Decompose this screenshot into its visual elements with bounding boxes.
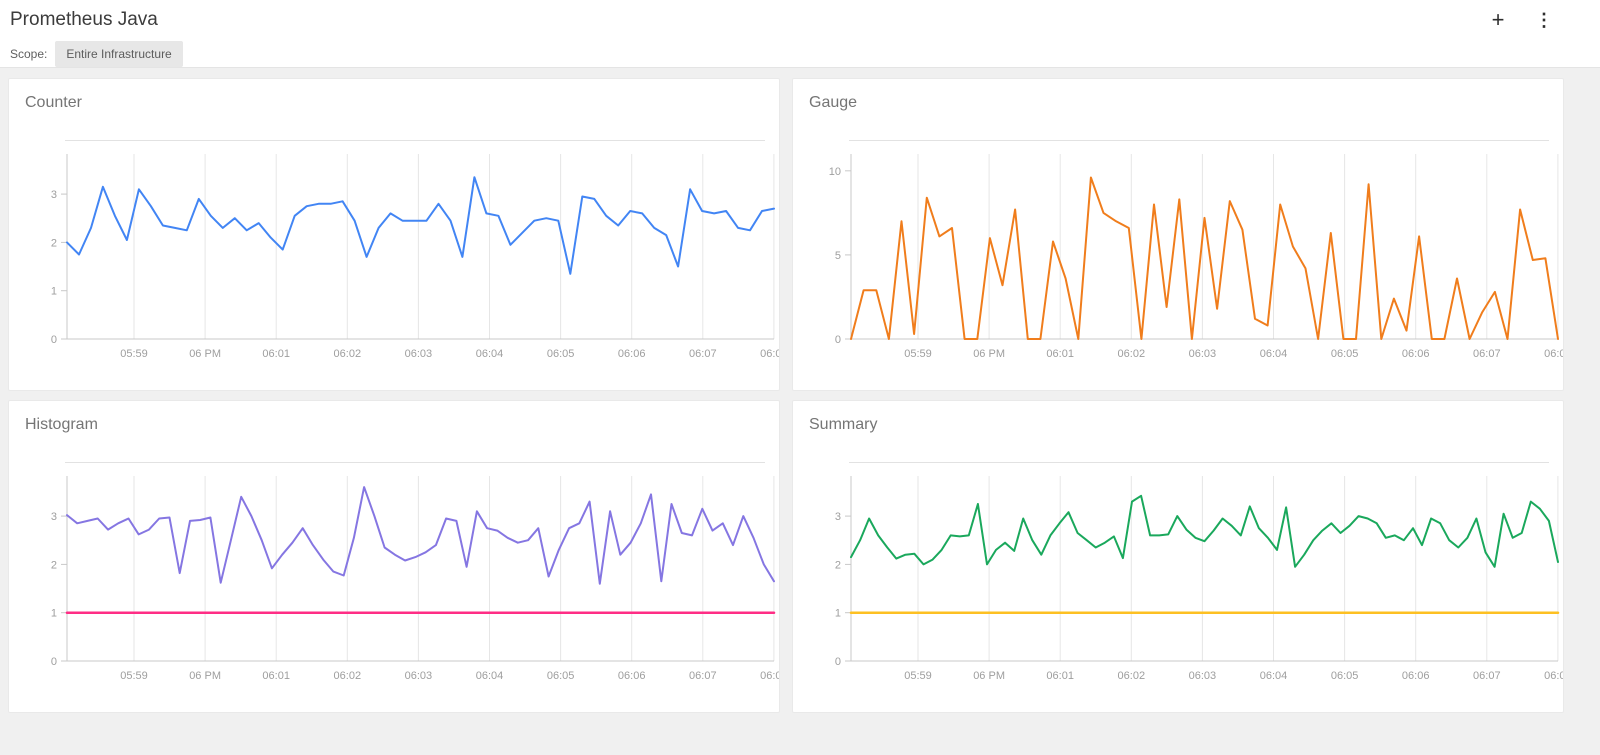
x-tick-label: 06:06	[1402, 670, 1430, 682]
series-line-main	[66, 176, 775, 275]
scope-row: Scope: Entire Infrastructure	[10, 41, 183, 67]
chart-title-histogram: Histogram	[25, 416, 98, 433]
x-tick-label: 06:05	[547, 348, 575, 360]
x-tick-label: 05:59	[904, 348, 932, 360]
x-tick-label: 06:07	[689, 670, 717, 682]
y-tick-label: 2	[51, 237, 57, 249]
x-tick-label: 06:02	[334, 348, 362, 360]
chart-title-summary: Summary	[809, 416, 878, 433]
page-root: Prometheus Java + ⋮ Scope: Entire Infras…	[0, 0, 1600, 713]
y-tick-label: 0	[835, 334, 841, 346]
card-divider	[849, 140, 1549, 141]
y-tick-label: 3	[835, 511, 841, 523]
scope-label: Scope:	[10, 47, 48, 61]
x-tick-label: 06:06	[618, 670, 646, 682]
x-tick-label: 06 PM	[189, 670, 221, 682]
y-tick-label: 10	[829, 166, 841, 178]
x-tick-label: 06:06	[618, 348, 646, 360]
x-tick-label: 06:04	[476, 348, 504, 360]
x-tick-label: 06:05	[1331, 348, 1359, 360]
y-tick-label: 3	[51, 511, 57, 523]
y-tick-label: 0	[51, 334, 57, 346]
card-divider	[65, 462, 765, 463]
kebab-menu-icon: ⋮	[1535, 10, 1553, 30]
more-menu-button[interactable]: ⋮	[1532, 8, 1556, 32]
x-tick-label: 06:04	[1260, 670, 1288, 682]
y-tick-label: 0	[835, 656, 841, 668]
add-tile-button[interactable]: +	[1486, 8, 1510, 32]
x-tick-label: 05:59	[904, 670, 932, 682]
x-tick-label: 06:02	[1118, 348, 1146, 360]
x-tick-label: 06:02	[1118, 670, 1146, 682]
plus-icon: +	[1491, 7, 1505, 32]
x-tick-label: 06 PM	[973, 348, 1005, 360]
header-actions: + ⋮	[1486, 8, 1556, 32]
app-header: Prometheus Java + ⋮ Scope: Entire Infras…	[0, 0, 1600, 68]
card-divider	[65, 140, 765, 141]
series-line-main	[850, 176, 1559, 340]
x-tick-label: 06:08	[1544, 348, 1563, 360]
x-tick-label: 06:01	[1046, 348, 1074, 360]
x-tick-label: 06:01	[262, 670, 290, 682]
x-tick-label: 06:08	[760, 670, 779, 682]
chart-title-gauge: Gauge	[809, 94, 858, 111]
card-gauge: Gauge 05:59 06 PM 06:01 06:02 06:03 06:04 06:0…	[792, 78, 1564, 391]
chart-title-counter: Counter	[25, 94, 82, 111]
x-tick-label: 06:06	[1402, 348, 1430, 360]
dashboard-grid: Counter 05:59 06 PM 06:01 06:02 06:03 06:04 06…	[0, 68, 1600, 713]
x-tick-label: 06:02	[334, 670, 362, 682]
summary-chart[interactable]: 05:59 06 PM 06:01 06:02 06:03 06:04 06:05 06:06…	[793, 464, 1563, 709]
x-tick-label: 05:59	[120, 670, 148, 682]
y-tick-label: 0	[51, 656, 57, 668]
x-tick-label: 06:05	[1331, 670, 1359, 682]
x-tick-label: 06:05	[547, 670, 575, 682]
x-tick-label: 06:03	[405, 348, 433, 360]
counter-chart[interactable]: 05:59 06 PM 06:01 06:02 06:03 06:04 06:05 06:06…	[9, 142, 779, 387]
x-tick-label: 06:03	[1189, 670, 1217, 682]
y-tick-label: 2	[51, 559, 57, 571]
x-tick-label: 06:04	[476, 670, 504, 682]
card-counter: Counter 05:59 06 PM 06:01 06:02 06:03 06:04 06…	[8, 78, 780, 391]
x-tick-label: 06:08	[760, 348, 779, 360]
x-tick-label: 06:07	[1473, 348, 1501, 360]
card-divider	[849, 462, 1549, 463]
x-tick-label: 06:04	[1260, 348, 1288, 360]
histogram-chart[interactable]: 05:59 06 PM 06:01 06:02 06:03 06:04 06:05 06:06…	[9, 464, 779, 709]
x-tick-label: 06 PM	[189, 348, 221, 360]
series-line-main	[66, 486, 775, 585]
x-tick-label: 05:59	[120, 348, 148, 360]
x-tick-label: 06:07	[689, 348, 717, 360]
scope-chip[interactable]: Entire Infrastructure	[55, 41, 183, 67]
x-tick-label: 06:08	[1544, 670, 1563, 682]
x-tick-label: 06:03	[1189, 348, 1217, 360]
x-tick-label: 06 PM	[973, 670, 1005, 682]
x-tick-label: 06:01	[262, 348, 290, 360]
gauge-chart[interactable]: 05:59 06 PM 06:01 06:02 06:03 06:04 06:05 06:06…	[793, 142, 1563, 387]
y-tick-label: 1	[835, 608, 841, 620]
card-summary: Summary 05:59 06 PM 06:01 06:02 06:03 06:04 06…	[792, 400, 1564, 713]
y-tick-label: 5	[835, 250, 841, 262]
x-tick-label: 06:03	[405, 670, 433, 682]
y-tick-label: 1	[51, 608, 57, 620]
y-tick-label: 2	[835, 559, 841, 571]
y-tick-label: 3	[51, 189, 57, 201]
page-title: Prometheus Java	[10, 9, 158, 30]
series-line-main	[850, 494, 1559, 568]
card-histogram: Histogram 05:59 06 PM 06:01 06:02 06:03 06:04…	[8, 400, 780, 713]
x-tick-label: 06:01	[1046, 670, 1074, 682]
x-tick-label: 06:07	[1473, 670, 1501, 682]
y-tick-label: 1	[51, 286, 57, 298]
